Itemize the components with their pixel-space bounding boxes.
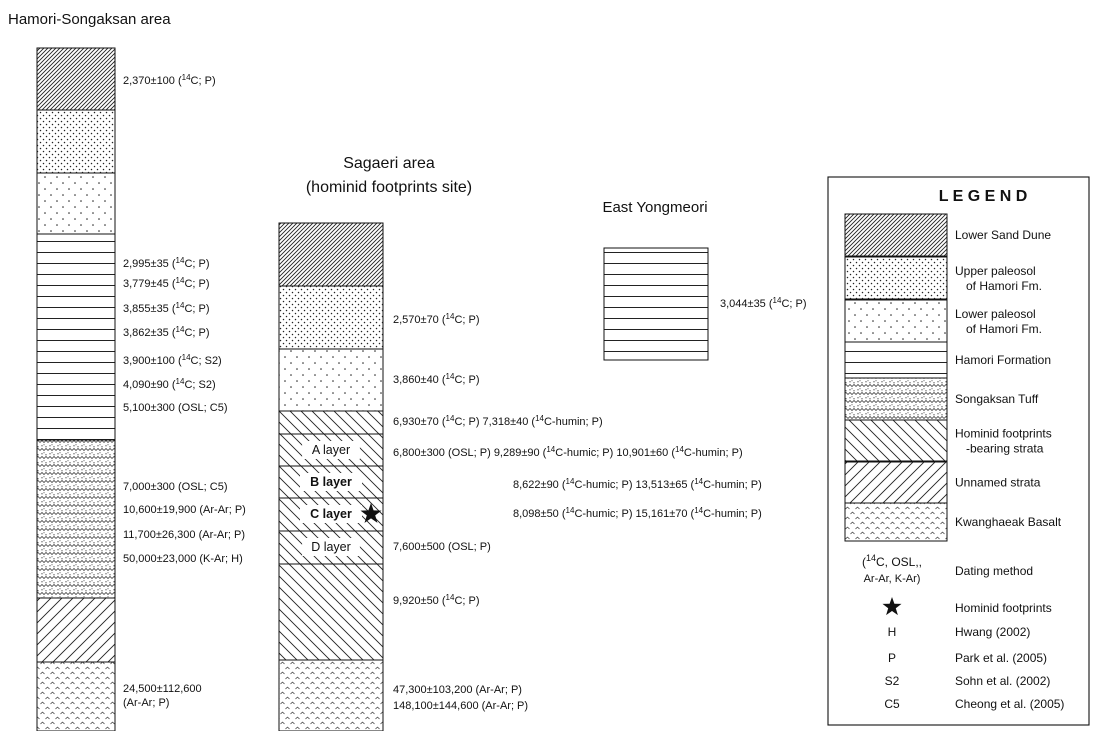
legend-ref-symbol: S2	[885, 674, 900, 688]
sagaeri-area-subtitle: (hominid footprints site)	[306, 179, 472, 196]
sagaeri-date-label: 9,920±50 (14C; P)	[393, 593, 480, 608]
layer-label-bg	[302, 538, 360, 556]
sagaeri-date-label: 6,930±70 (14C; P) 7,318±40 (14C-humin; P…	[393, 414, 603, 429]
east-yongmeori-title: East Yongmeori	[602, 199, 707, 216]
hamori-col-hamori-formation	[36, 233, 116, 441]
layer-label-bg	[300, 505, 362, 523]
legend-ref-symbol: P	[888, 651, 896, 665]
legend-item-label: of Hamori Fm.	[966, 322, 1042, 336]
layer-label-bg	[300, 473, 362, 491]
legend-item-label: -bearing strata	[966, 442, 1044, 456]
hamori-col-lower-sand-dune	[36, 47, 116, 111]
legend-item-label: Upper paleosol	[955, 264, 1036, 278]
hamori-date-label: 24,500±112,600	[123, 683, 202, 695]
hamori-date-label: 10,600±19,900 (Ar-Ar; P)	[123, 504, 246, 516]
legend-item-label: Lower paleosol	[955, 307, 1036, 321]
legend-method-label: Dating method	[955, 564, 1033, 578]
legend-swatch-hominid-strata	[844, 419, 948, 462]
sagaeri-layer-label: A layer	[312, 443, 350, 457]
legend-ref-label: Sohn et al. (2002)	[955, 674, 1050, 688]
legend-swatch-hamori-formation	[844, 341, 948, 379]
legend-item-label: Songaksan Tuff	[955, 392, 1039, 406]
legend-method-symbol: Ar-Ar, K-Ar)	[864, 573, 921, 585]
sagaeri-date-label: 7,600±500 (OSL; P)	[393, 541, 491, 553]
legend-item-label: Kwanghaeak Basalt	[955, 515, 1062, 529]
legend-item-label: Hominid footprints	[955, 427, 1052, 441]
sagaeri-layer-label: D layer	[311, 540, 351, 554]
hamori-date-label: 3,779±45 (14C; P)	[123, 276, 210, 291]
hamori-date-label: 2,995±35 (14C; P)	[123, 256, 210, 271]
legend-ref-symbol: H	[888, 625, 897, 639]
legend-title: L E G E N D	[939, 188, 1028, 205]
hamori-col-kwanghaeak-basalt	[36, 661, 116, 731]
legend-star-icon	[882, 597, 902, 616]
legend-swatch-lower-sand-dune	[844, 213, 948, 257]
sagaeri-date-label: 148,100±144,600 (Ar-Ar; P)	[393, 700, 528, 712]
hamori-date-label: 4,090±90 (14C; S2)	[123, 377, 216, 392]
hamori-date-label: 50,000±23,000 (K-Ar; H)	[123, 553, 243, 565]
legend-swatch-lower-paleosol	[844, 299, 948, 343]
hamori-date-label: 3,855±35 (14C; P)	[123, 301, 210, 316]
east-date-label: 3,044±35 (14C; P)	[720, 296, 807, 311]
sagaeri-date-label: 6,800±300 (OSL; P) 9,289±90 (14C-humic; …	[393, 445, 743, 460]
sagaeri-date-label: 2,570±70 (14C; P)	[393, 312, 480, 327]
sagaeri-col-upper-paleosol	[278, 285, 384, 350]
layer-label-bg	[302, 441, 360, 459]
hamori-col-unnamed-strata	[36, 597, 116, 663]
hamori-area-title: Hamori-Songaksan area	[8, 11, 171, 28]
sagaeri-layer-label: C layer	[310, 507, 352, 521]
legend-ref-label: Cheong et al. (2005)	[955, 697, 1064, 711]
hamori-date-label: 3,862±35 (14C; P)	[123, 325, 210, 340]
legend-item-label: of Hamori Fm.	[966, 279, 1042, 293]
hamori-date-label: 5,100±300 (OSL; C5)	[123, 402, 227, 414]
sagaeri-date-label: 8,098±50 (14C-humic; P) 15,161±70 (14C-h…	[513, 506, 762, 521]
sagaeri-date-label: 8,622±90 (14C-humic; P) 13,513±65 (14C-h…	[513, 477, 762, 492]
sagaeri-area-title: Sagaeri area	[343, 155, 435, 172]
legend-swatch-kwanghaeak-basalt	[844, 502, 948, 542]
hamori-col-upper-paleosol	[36, 109, 116, 174]
legend-method-symbol: (14C, OSL,,	[862, 553, 922, 569]
sagaeri-col-lower-sand-dune	[278, 222, 384, 287]
sagaeri-col-lower-hominid-strata	[278, 563, 384, 661]
legend-item-label: Hamori Formation	[955, 353, 1051, 367]
sagaeri-col-top-band	[278, 410, 384, 435]
hamori-date-label: (Ar-Ar; P)	[123, 697, 169, 709]
sagaeri-layer-label: B layer	[310, 475, 352, 489]
sagaeri-date-label: 3,860±40 (14C; P)	[393, 372, 480, 387]
legend-swatch-songaksan-tuff	[844, 377, 948, 421]
hominid-footprint-star-icon	[360, 503, 382, 523]
sagaeri-col-lower-paleosol	[278, 348, 384, 412]
sagaeri-col-kwanghaeak-basalt	[278, 659, 384, 731]
hamori-date-label: 7,000±300 (OSL; C5)	[123, 481, 227, 493]
legend-ref-label: Park et al. (2005)	[955, 651, 1047, 665]
legend-item-label: Lower Sand Dune	[955, 228, 1051, 242]
legend-footprint-label: Hominid footprints	[955, 601, 1052, 615]
legend-swatch-unnamed-strata	[844, 461, 948, 504]
hamori-col-songaksan-tuff	[36, 439, 116, 599]
hamori-date-label: 11,700±26,300 (Ar-Ar; P)	[123, 529, 245, 541]
legend-swatch-upper-paleosol	[844, 256, 948, 300]
sagaeri-date-label: 47,300±103,200 (Ar-Ar; P)	[393, 684, 522, 696]
legend-item-label: Unnamed strata	[955, 476, 1041, 490]
legend-ref-label: Hwang (2002)	[955, 625, 1030, 639]
hamori-date-label: 2,370±100 (14C; P)	[123, 73, 216, 88]
legend-ref-symbol: C5	[884, 697, 900, 711]
east-col-hamori-formation	[603, 247, 709, 361]
hamori-col-lower-paleosol	[36, 172, 116, 235]
hamori-date-label: 3,900±100 (14C; S2)	[123, 353, 222, 368]
